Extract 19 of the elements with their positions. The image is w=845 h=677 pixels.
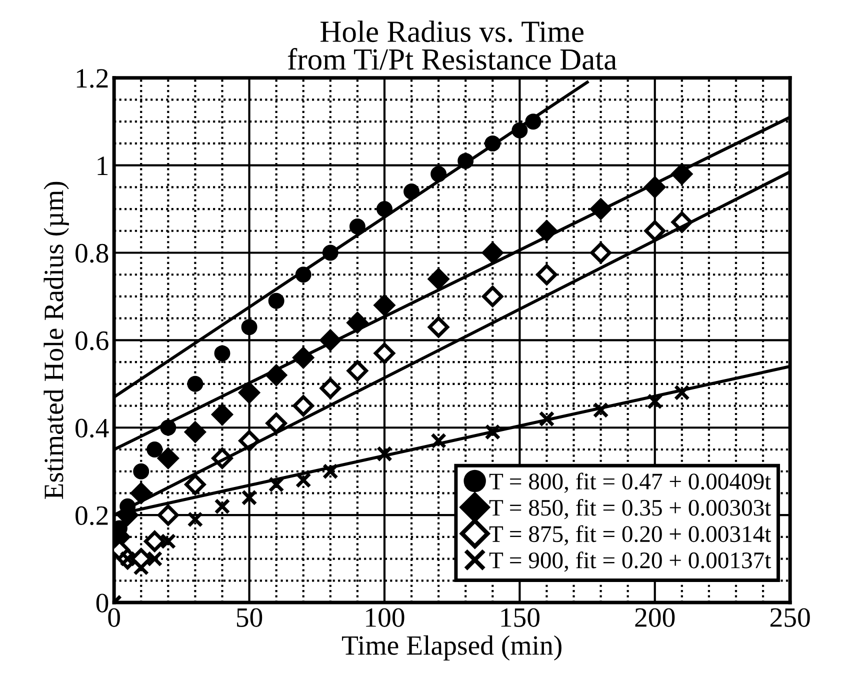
x-tick-label: 250 — [770, 608, 810, 627]
legend-label: T = 800, fit = 0.47 + 0.00409t — [489, 472, 772, 493]
y-tick-label: 1 — [98, 156, 108, 175]
chart-title: Hole Radius vs. Time from Ti/Pt Resistance Data — [288, 20, 617, 70]
x-tick-label: 150 — [501, 608, 540, 627]
legend-label: T = 875, fit = 0.20 + 0.00314t — [489, 525, 772, 546]
y-tick-label: 0.4 — [76, 418, 109, 438]
y-tick-label: 0.2 — [76, 506, 108, 526]
x-axis-title: Time Elapsed (min) — [342, 635, 562, 661]
legend-label: T = 850, fit = 0.35 + 0.00303t — [489, 498, 772, 520]
x-tick-label: 100 — [366, 608, 404, 627]
x-tick-label: 200 — [635, 608, 675, 627]
x-tick-label: 50 — [237, 608, 262, 627]
y-tick-label: 0.8 — [76, 244, 108, 263]
y-tick-label: 0 — [96, 594, 108, 612]
y-tick-label: 1.2 — [76, 69, 108, 88]
y-axis-title: Estimated Hole Radius (µm) — [44, 182, 69, 499]
legend-label: T = 900, fit = 0.20 + 0.00137t — [489, 551, 772, 572]
y-tick-label: 0.6 — [76, 331, 108, 350]
